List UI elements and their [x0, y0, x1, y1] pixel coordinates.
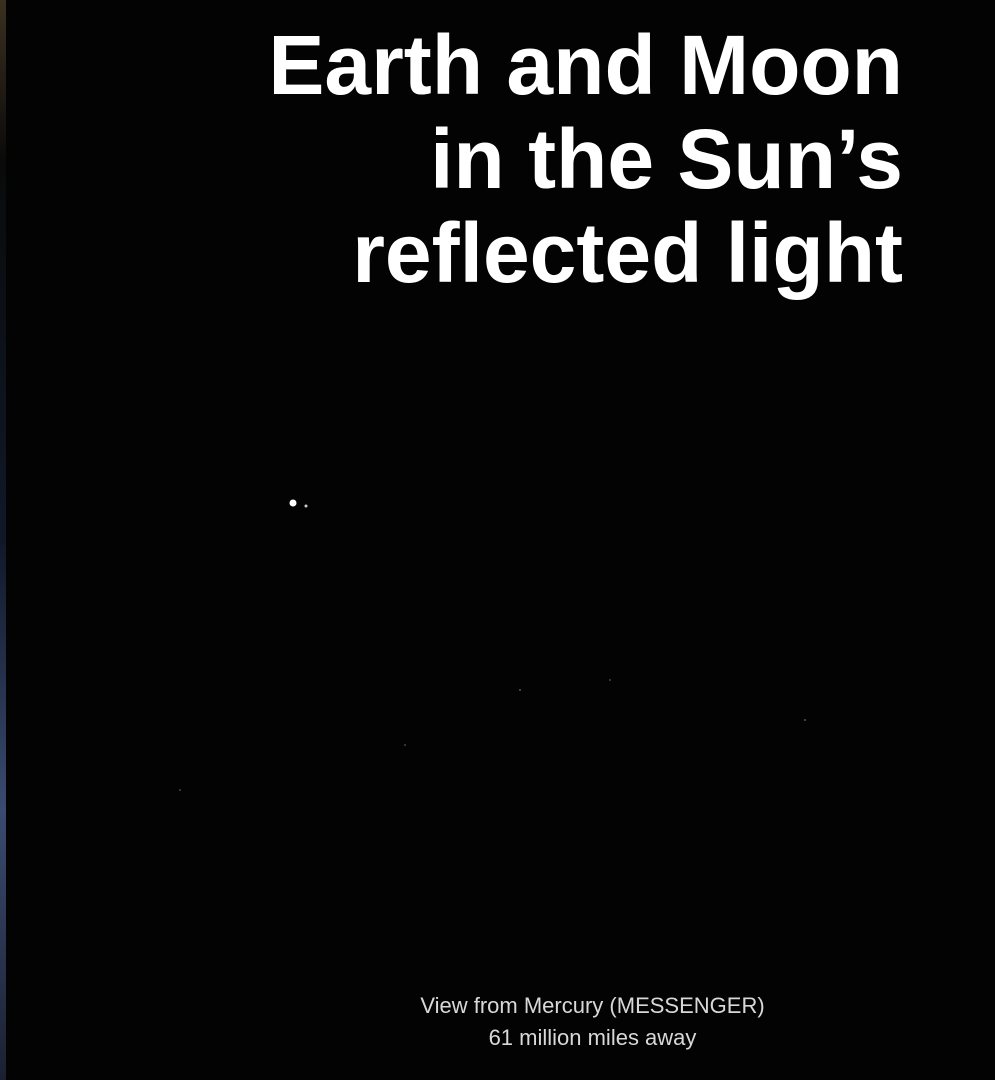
caption-line: 61 million miles away	[335, 1022, 850, 1054]
star	[404, 744, 406, 746]
title: Earth and Moon in the Sun’s reflected li…	[268, 18, 903, 300]
title-line: reflected light	[268, 206, 903, 300]
star	[519, 689, 521, 691]
moon	[305, 505, 308, 508]
caption: View from Mercury (MESSENGER) 61 million…	[335, 990, 850, 1054]
earth	[290, 500, 297, 507]
page: Earth and Moon in the Sun’s reflected li…	[0, 0, 995, 1080]
star	[804, 719, 806, 721]
star	[179, 789, 181, 791]
title-line: in the Sun’s	[268, 112, 903, 206]
title-line: Earth and Moon	[268, 18, 903, 112]
star	[609, 679, 611, 681]
caption-line: View from Mercury (MESSENGER)	[335, 990, 850, 1022]
